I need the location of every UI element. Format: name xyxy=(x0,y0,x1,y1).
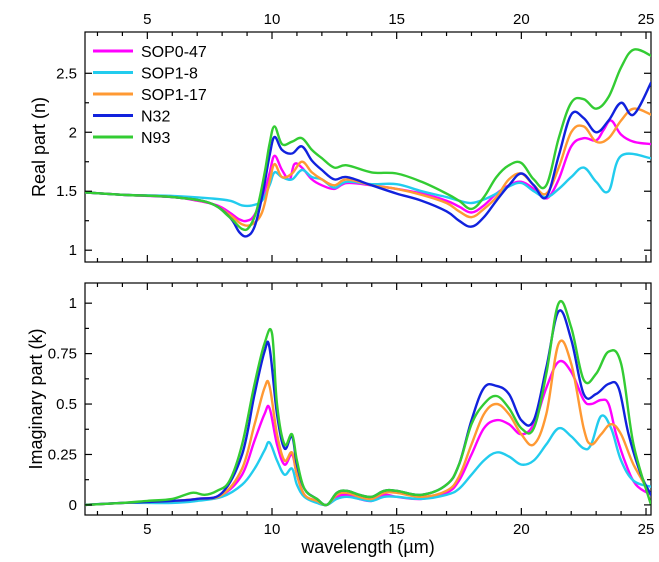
legend-label-sop1-8: SOP1-8 xyxy=(141,66,198,83)
top-x-tick-label: 15 xyxy=(388,11,405,28)
bottom-plot-frame xyxy=(84,282,652,516)
top-y-tick-label: 2.5 xyxy=(56,65,77,82)
bottom-axis-ticks: 5 10 15 20 25 0 0.25 0.5 0.75 1 xyxy=(48,283,655,538)
imaginary-part-panel: 5 10 15 20 25 0 0.25 0.5 0.75 1 Imaginary part (k… xyxy=(26,282,655,557)
top-series-group xyxy=(85,48,651,238)
top-y-tick-label: 1.5 xyxy=(56,183,77,200)
top-x-tick-label: 10 xyxy=(264,11,281,28)
top-plot-frame xyxy=(84,31,652,263)
top-y-tick-label: 1 xyxy=(69,242,77,259)
bottom-series-line-n32 xyxy=(85,309,651,507)
legend-label-n32: N32 xyxy=(141,109,170,126)
top-y-tick-label: 2 xyxy=(69,124,77,141)
top-y-axis-title: Real part (n) xyxy=(29,97,49,197)
bottom-y-tick-label: 0 xyxy=(69,497,77,514)
legend-label-sop0-47: SOP0-47 xyxy=(141,44,207,61)
bottom-x-tick-label: 15 xyxy=(388,521,405,538)
top-series-line-n93 xyxy=(85,48,651,232)
bottom-series-line-sop1-17 xyxy=(85,339,651,507)
bottom-y-tick-label: 0.25 xyxy=(48,446,77,463)
top-series-line-sop1-8 xyxy=(85,152,651,208)
legend-label-sop1-17: SOP1-17 xyxy=(141,87,207,104)
bottom-x-tick-label: 5 xyxy=(143,521,151,538)
bottom-y-axis-title: Imaginary part (k) xyxy=(26,328,46,469)
bottom-x-tick-label: 25 xyxy=(638,521,655,538)
bottom-series-line-n93 xyxy=(85,300,651,507)
bottom-series-line-sop1-8 xyxy=(85,414,651,507)
top-x-tick-label: 25 xyxy=(638,11,655,28)
bottom-x-tick-label: 20 xyxy=(513,521,530,538)
top-axis-ticks: 5 10 15 20 25 1 1.5 2 2.5 xyxy=(56,11,654,262)
top-x-tick-label: 20 xyxy=(513,11,530,28)
legend: SOP0-47 SOP1-8 SOP1-17 N32 N93 xyxy=(93,44,207,147)
bottom-y-tick-label: 0.75 xyxy=(48,346,77,363)
legend-label-n93: N93 xyxy=(141,130,170,147)
top-series-line-n32 xyxy=(85,81,651,238)
x-axis-title: wavelength (µm) xyxy=(300,537,434,557)
top-x-tick-label: 5 xyxy=(143,11,151,28)
bottom-y-tick-label: 0.5 xyxy=(56,396,77,413)
bottom-y-tick-label: 1 xyxy=(69,295,77,312)
bottom-x-tick-label: 10 xyxy=(264,521,281,538)
bottom-series-group xyxy=(85,300,651,507)
